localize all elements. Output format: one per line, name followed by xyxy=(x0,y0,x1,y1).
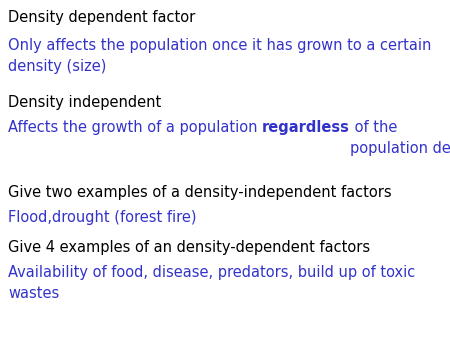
Text: Density independent: Density independent xyxy=(8,95,161,110)
Text: Density dependent factor: Density dependent factor xyxy=(8,10,195,25)
Text: Give 4 examples of an density-dependent factors: Give 4 examples of an density-dependent … xyxy=(8,240,370,255)
Text: Affects the growth of a population: Affects the growth of a population xyxy=(8,120,262,135)
Text: Availability of food, disease, predators, build up of toxic
wastes: Availability of food, disease, predators… xyxy=(8,265,415,301)
Text: Give two examples of a density-independent factors: Give two examples of a density-independe… xyxy=(8,185,392,200)
Text: of the
population density: of the population density xyxy=(350,120,450,156)
Text: regardless: regardless xyxy=(262,120,350,135)
Text: Only affects the population once it has grown to a certain
density (size): Only affects the population once it has … xyxy=(8,38,432,74)
Text: Flood,drought (forest fire): Flood,drought (forest fire) xyxy=(8,210,197,225)
